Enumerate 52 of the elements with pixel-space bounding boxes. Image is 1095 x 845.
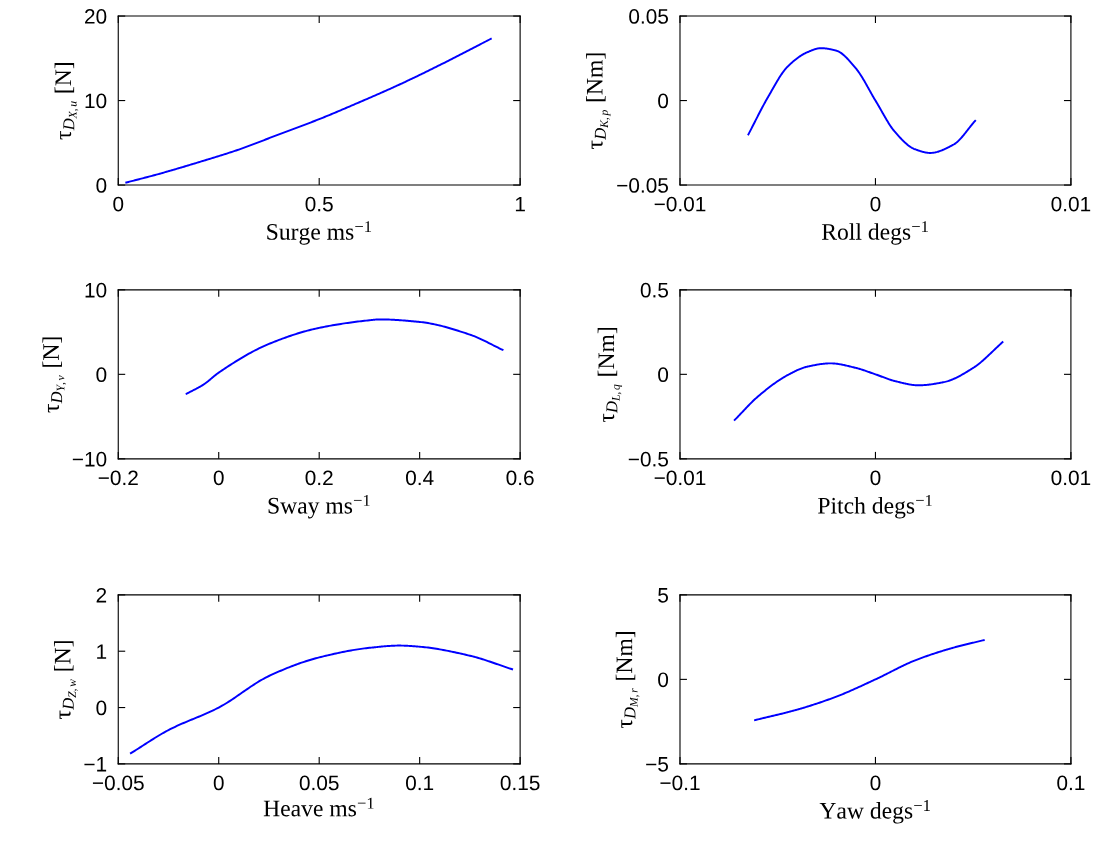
y-tick-label: 5 (658, 588, 669, 603)
x-tick-label: −0.01 (654, 196, 706, 212)
y-tick-label: −10 (72, 451, 107, 467)
y-tick-label: 10 (85, 93, 107, 109)
y-tick-label: 0 (96, 178, 107, 193)
x-tick-label: 0 (870, 196, 881, 212)
x-tick-label: −0.01 (654, 470, 706, 486)
x-tick-label: 0 (113, 196, 124, 212)
x-tick-label: 0.15 (500, 775, 540, 791)
x-tick-label: 0.6 (506, 470, 534, 486)
x-axis-title: Pitch degs$^{−1}$ (818, 494, 932, 519)
x-tick-label: 0 (870, 470, 881, 486)
x-tick-label: 0.4 (405, 470, 434, 486)
x-axis-title: Surge ms$^{−1}$ (267, 221, 372, 245)
y-tick-label: 20 (85, 9, 107, 24)
y-tick-label: 0 (658, 93, 669, 109)
x-axis-title: Yaw degs$^{−1}$ (819, 799, 930, 824)
y-tick-label: 2 (96, 587, 107, 603)
y-tick-label: −0.05 (617, 178, 669, 193)
x-axis-title: Roll degs$^{−1}$ (821, 221, 928, 245)
y-tick-label: 0.5 (640, 282, 669, 298)
x-tick-label: −0.1 (660, 775, 700, 791)
y-tick-label: 0.05 (629, 9, 669, 24)
y-tick-label: 0 (658, 367, 669, 383)
x-tick-label: −0.2 (98, 470, 138, 486)
x-tick-label: 1 (515, 196, 525, 212)
y-tick-label: −1 (84, 757, 107, 772)
y-axis-title: τ$_{DZ,w}$ [N] (53, 641, 78, 719)
y-axis-title: τ$_{DM,r}$ [Nm] (615, 632, 640, 729)
x-tick-label: 0 (870, 775, 881, 791)
y-tick-label: 0 (96, 367, 107, 383)
x-tick-label: 0.1 (405, 775, 434, 791)
x-tick-label: 0.2 (305, 470, 333, 486)
x-tick-label: 0.01 (1051, 196, 1091, 212)
y-tick-label: 1 (97, 644, 107, 659)
y-tick-label: −5 (646, 757, 669, 772)
y-tick-label: −0.5 (628, 451, 669, 467)
x-axis-title: Heave ms$^{−1}$ (263, 797, 374, 817)
x-tick-label: 0 (213, 775, 224, 791)
y-tick-label: 10 (85, 282, 107, 298)
y-axis-title: τ$_{DY,v}$ [N] (42, 337, 67, 413)
y-tick-label: 0 (96, 700, 107, 716)
x-tick-label: 0.5 (305, 196, 333, 212)
y-axis-title: τ$_{DX,u}$ [N] (54, 63, 79, 140)
x-axis-title: Sway ms$^{−1}$ (268, 494, 370, 519)
x-tick-label: 0.01 (1051, 470, 1091, 486)
y-axis-title: τ$_{DK,p}$ [Nm] (586, 53, 611, 149)
x-tick-label: 0.1 (1057, 775, 1085, 791)
x-tick-label: 0 (213, 470, 224, 486)
x-tick-label: 0.05 (299, 775, 339, 791)
y-tick-label: 0 (658, 672, 669, 688)
y-axis-title: τ$_{DL,q}$ [Nm] (597, 328, 623, 423)
